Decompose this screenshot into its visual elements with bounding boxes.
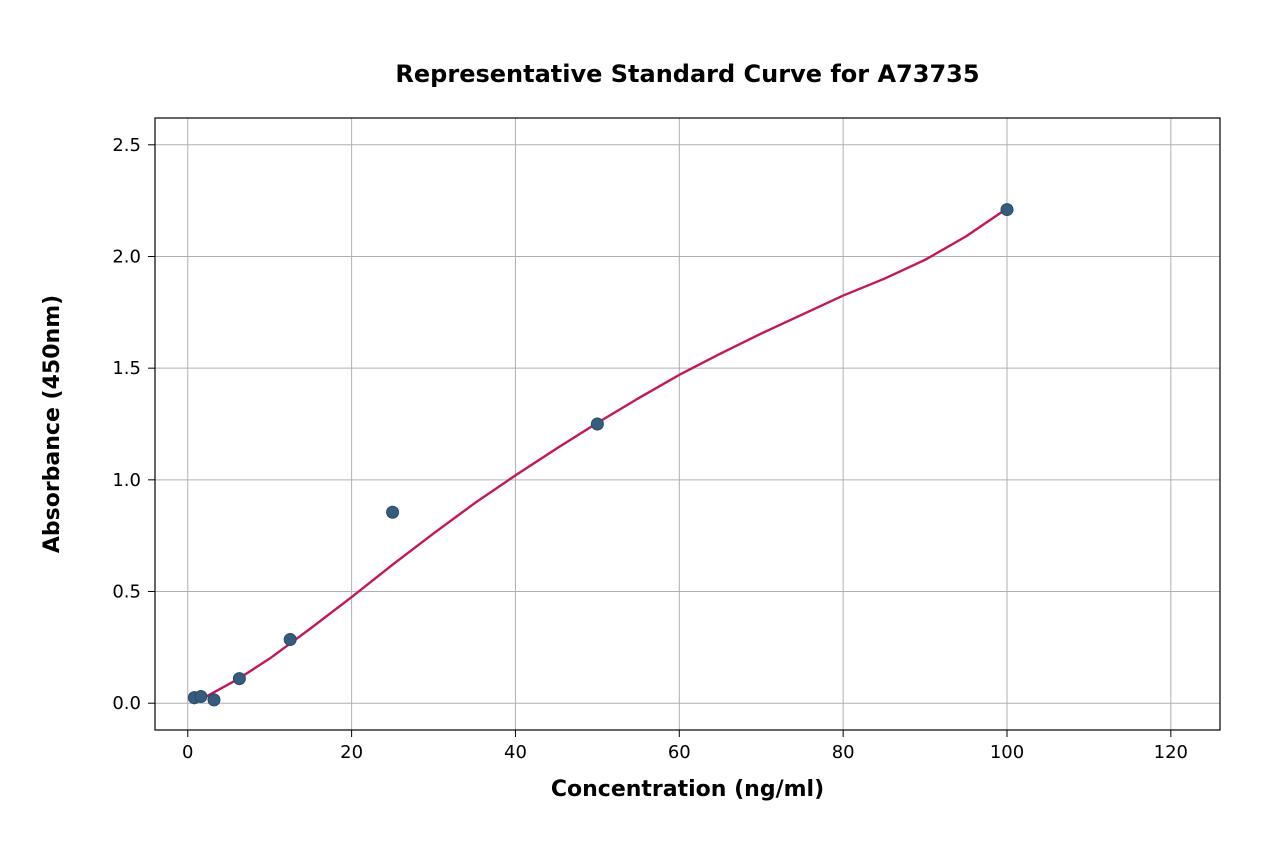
xtick-label: 80	[832, 742, 855, 763]
data-point	[233, 673, 245, 685]
data-point	[284, 634, 296, 646]
xtick-label: 120	[1154, 742, 1188, 763]
data-point	[195, 690, 207, 702]
xtick-label: 100	[990, 742, 1024, 763]
data-point	[208, 694, 220, 706]
ytick-label: 0.0	[112, 693, 141, 714]
x-axis-label: Concentration (ng/ml)	[551, 777, 824, 802]
data-point	[591, 418, 603, 430]
y-axis-label: Absorbance (450nm)	[40, 295, 65, 553]
chart-title: Representative Standard Curve for A73735	[395, 60, 979, 88]
ytick-label: 2.0	[112, 246, 141, 267]
xtick-label: 40	[504, 742, 527, 763]
ytick-label: 1.0	[112, 470, 141, 491]
xtick-label: 60	[668, 742, 691, 763]
ytick-label: 0.5	[112, 582, 141, 603]
ytick-label: 1.5	[112, 358, 141, 379]
xtick-label: 20	[340, 742, 363, 763]
plot-bg	[155, 118, 1220, 730]
ytick-label: 2.5	[112, 135, 141, 156]
data-point	[1001, 204, 1013, 216]
xtick-label: 0	[182, 742, 193, 763]
standard-curve-chart: 0 20 40 60 80 100 120 0.0 0.5 1.0 1.5 2.0 2.5 Represe…	[0, 0, 1280, 845]
data-point	[387, 506, 399, 518]
chart-svg: 0 20 40 60 80 100 120 0.0 0.5 1.0 1.5 2.0 2.5 Represe…	[0, 0, 1280, 845]
